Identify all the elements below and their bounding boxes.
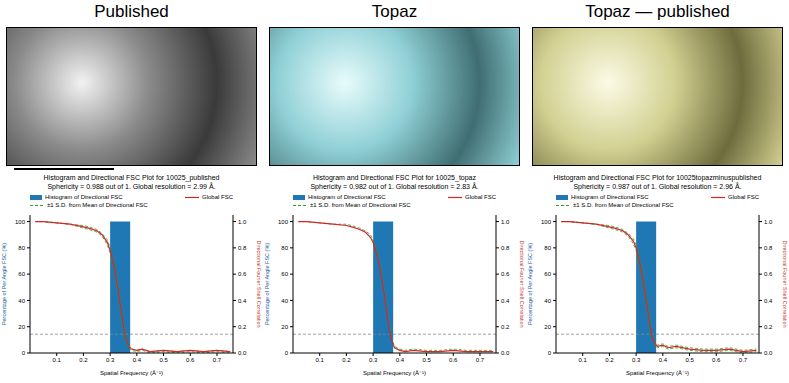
svg-text:0: 0 bbox=[285, 350, 289, 356]
html-text:Histogram and Directional FSC: Histogram and Directional FSC Plot for 1… bbox=[313, 174, 476, 181]
svg-text:40: 40 bbox=[18, 298, 25, 304]
svg-text:0.0: 0.0 bbox=[238, 350, 247, 356]
svg-text:100: 100 bbox=[15, 219, 26, 225]
svg-text:0.4: 0.4 bbox=[396, 357, 405, 363]
svg-text:0.7: 0.7 bbox=[739, 357, 748, 363]
svg-text:60: 60 bbox=[544, 271, 551, 277]
svg-text:0.0: 0.0 bbox=[764, 350, 773, 356]
svg-text:0.4: 0.4 bbox=[659, 357, 668, 363]
svg-text:0.0: 0.0 bbox=[501, 350, 510, 356]
svg-text:Percentage of Per Angle FSC (%: Percentage of Per Angle FSC (%) bbox=[264, 243, 270, 325]
svg-text:1.0: 1.0 bbox=[764, 219, 773, 225]
html-text:±1 S.D. from Mean of Direction: ±1 S.D. from Mean of Directional FSC bbox=[573, 202, 674, 208]
svg-text:0.2: 0.2 bbox=[238, 324, 247, 330]
svg-text:0.6: 0.6 bbox=[764, 271, 773, 277]
svg-text:0.3: 0.3 bbox=[369, 357, 378, 363]
html-text:Topaz — published: Topaz — published bbox=[585, 2, 730, 21]
html-text:Histogram of Directional FSC: Histogram of Directional FSC bbox=[571, 194, 649, 200]
html-text:Global FSC: Global FSC bbox=[728, 194, 759, 200]
svg-text:Spatial Frequency (Å⁻¹): Spatial Frequency (Å⁻¹) bbox=[100, 370, 163, 376]
svg-text:1.0: 1.0 bbox=[501, 219, 510, 225]
html-text:Histogram and Directional FSC: Histogram and Directional FSC Plot for 1… bbox=[553, 174, 762, 181]
html-text:Global FSC: Global FSC bbox=[202, 194, 233, 200]
svg-text:0.7: 0.7 bbox=[476, 357, 485, 363]
svg-text:0.2: 0.2 bbox=[501, 324, 510, 330]
svg-text:0.6: 0.6 bbox=[449, 357, 458, 363]
svg-text:Directional Fourier Shell Corr: Directional Fourier Shell Correlation bbox=[782, 240, 788, 327]
svg-text:0.4: 0.4 bbox=[238, 298, 247, 304]
svg-text:0.8: 0.8 bbox=[501, 245, 510, 251]
html-text:Histogram of Directional FSC: Histogram of Directional FSC bbox=[45, 194, 123, 200]
svg-text:40: 40 bbox=[544, 298, 551, 304]
svg-text:0: 0 bbox=[22, 350, 26, 356]
svg-text:0.1: 0.1 bbox=[579, 357, 588, 363]
svg-text:0.6: 0.6 bbox=[712, 357, 721, 363]
svg-text:0.8: 0.8 bbox=[238, 245, 247, 251]
svg-text:0.4: 0.4 bbox=[133, 357, 142, 363]
svg-text:0.6: 0.6 bbox=[186, 357, 195, 363]
svg-text:20: 20 bbox=[544, 324, 551, 330]
svg-text:Spatial Frequency (Å⁻¹): Spatial Frequency (Å⁻¹) bbox=[363, 370, 426, 376]
svg-text:Percentage of Per Angle FSC (%: Percentage of Per Angle FSC (%) bbox=[527, 243, 533, 325]
html-text:±1 S.D. from Mean of Direction: ±1 S.D. from Mean of Directional FSC bbox=[310, 202, 411, 208]
svg-text:60: 60 bbox=[18, 271, 25, 277]
svg-text:20: 20 bbox=[281, 324, 288, 330]
svg-text:80: 80 bbox=[544, 245, 551, 251]
html-text:Global FSC: Global FSC bbox=[465, 194, 496, 200]
svg-text:0: 0 bbox=[548, 350, 552, 356]
svg-text:0.5: 0.5 bbox=[685, 357, 694, 363]
svg-text:0.3: 0.3 bbox=[632, 357, 641, 363]
svg-text:Directional Fourier Shell Corr: Directional Fourier Shell Correlation bbox=[256, 240, 262, 327]
html-text:±1 S.D. from Mean of Direction: ±1 S.D. from Mean of Directional FSC bbox=[47, 202, 148, 208]
html-text:Sphericity = 0.988 out of 1. G: Sphericity = 0.988 out of 1. Global reso… bbox=[47, 183, 216, 190]
svg-text:Directional Fourier Shell Corr: Directional Fourier Shell Correlation bbox=[519, 240, 525, 327]
svg-text:80: 80 bbox=[281, 245, 288, 251]
html-text:Histogram of Directional FSC: Histogram of Directional FSC bbox=[308, 194, 386, 200]
svg-text:0.6: 0.6 bbox=[501, 271, 510, 277]
html-text:Topaz: Topaz bbox=[371, 2, 418, 21]
svg-text:0.2: 0.2 bbox=[764, 324, 773, 330]
svg-text:Spatial Frequency (Å⁻¹): Spatial Frequency (Å⁻¹) bbox=[626, 370, 689, 376]
svg-text:80: 80 bbox=[18, 245, 25, 251]
svg-text:0.4: 0.4 bbox=[764, 298, 773, 304]
svg-text:60: 60 bbox=[281, 271, 288, 277]
svg-text:100: 100 bbox=[278, 219, 289, 225]
svg-text:0.8: 0.8 bbox=[764, 245, 773, 251]
svg-text:0.3: 0.3 bbox=[106, 357, 115, 363]
svg-text:0.7: 0.7 bbox=[213, 357, 222, 363]
svg-text:0.4: 0.4 bbox=[501, 298, 510, 304]
html-text:Published: Published bbox=[94, 2, 169, 21]
svg-text:1.0: 1.0 bbox=[238, 219, 247, 225]
svg-text:20: 20 bbox=[18, 324, 25, 330]
svg-text:0.6: 0.6 bbox=[238, 271, 247, 277]
svg-text:0.2: 0.2 bbox=[342, 357, 351, 363]
svg-text:40: 40 bbox=[281, 298, 288, 304]
svg-text:0.2: 0.2 bbox=[79, 357, 88, 363]
svg-text:0.2: 0.2 bbox=[605, 357, 614, 363]
svg-text:0.5: 0.5 bbox=[422, 357, 431, 363]
svg-text:Percentage of Per Angle FSC (%: Percentage of Per Angle FSC (%) bbox=[1, 243, 7, 325]
svg-text:0.1: 0.1 bbox=[53, 357, 62, 363]
html-text:Sphericity = 0.987 out of 1. G: Sphericity = 0.987 out of 1. Global reso… bbox=[573, 183, 742, 190]
svg-text:100: 100 bbox=[541, 219, 552, 225]
html-text:Sphericity = 0.982 out of 1. G: Sphericity = 0.982 out of 1. Global reso… bbox=[310, 183, 479, 190]
html-text:Histogram and Directional FSC: Histogram and Directional FSC Plot for 1… bbox=[43, 174, 220, 181]
svg-text:0.1: 0.1 bbox=[316, 357, 325, 363]
svg-text:0.5: 0.5 bbox=[159, 357, 168, 363]
